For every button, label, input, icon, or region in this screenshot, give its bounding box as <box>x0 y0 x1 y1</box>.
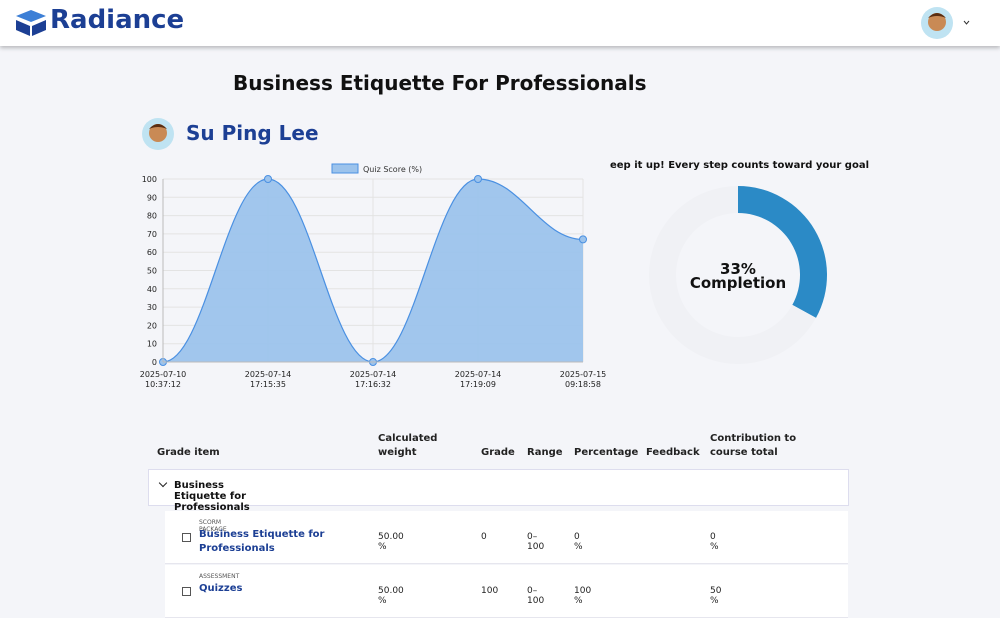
section-title: Business Etiquette for Professionals <box>174 480 250 513</box>
brand[interactable]: Radiance <box>50 5 185 35</box>
y-tick-label: 100 <box>142 175 157 184</box>
logo-icon <box>16 10 46 36</box>
column-header: Grade item <box>157 447 220 458</box>
item-type: SCORM PACKAGE <box>199 519 227 533</box>
cell: 100 <box>481 586 499 596</box>
cell: 0 <box>481 532 487 542</box>
y-tick-label: 0 <box>152 358 157 367</box>
x-tick-label: 17:15:35 <box>250 380 286 389</box>
x-tick-label: 2025-07-10 <box>140 370 187 379</box>
student-avatar <box>142 118 174 150</box>
x-tick-label: 2025-07-14 <box>455 370 502 379</box>
cell: 50 % <box>710 586 722 606</box>
legend-swatch <box>331 163 359 174</box>
x-tick-label: 2025-07-15 <box>560 370 607 379</box>
area <box>163 179 583 362</box>
line-chart: 0 10 20 30 40 50 60 70 80 90 100 2025-07-1010:37:12… <box>140 163 607 389</box>
y-tick-label: 70 <box>147 230 157 239</box>
line <box>162 178 584 363</box>
doughnut-chart: Keep it up! Every step counts toward you… <box>610 160 870 364</box>
column-header: Calculated weight <box>378 433 438 458</box>
y-tick-label: 80 <box>147 212 157 221</box>
column-header: Feedback <box>646 447 700 458</box>
column-header: Percentage <box>574 447 639 458</box>
grade-row <box>165 511 848 564</box>
y-tick-label: 40 <box>147 285 157 294</box>
point <box>474 175 482 183</box>
x-tick-label: 09:18:58 <box>565 380 601 389</box>
center-label: Completion <box>690 274 786 292</box>
x-tick-label: 17:19:09 <box>460 380 496 389</box>
x-tick-label: 10:37:12 <box>145 380 181 389</box>
y-tick-label: 30 <box>147 303 157 312</box>
y-tick-label: 50 <box>147 267 157 276</box>
column-header: Grade <box>481 447 515 458</box>
x-tick-label: 2025-07-14 <box>245 370 292 379</box>
x-tick-label: 2025-07-14 <box>350 370 397 379</box>
column-header: Range <box>527 447 563 458</box>
x-tick-label: 17:16:32 <box>355 380 391 389</box>
item-icon <box>182 587 191 596</box>
item-icon <box>182 533 191 542</box>
legend-label: Quiz Score (%) <box>363 165 422 174</box>
cell: 0 % <box>574 532 583 552</box>
cell: 50.00 % <box>378 532 404 552</box>
cell: 100 % <box>574 586 592 606</box>
section-row <box>148 469 849 506</box>
item-type: ASSESSMENT <box>199 573 240 580</box>
cell: 0–100 <box>527 532 545 552</box>
chart-title: Keep it up! Every step counts toward you… <box>610 160 870 171</box>
doughnut-segment <box>649 186 816 364</box>
course-title: Business Etiquette For Professionals <box>233 71 647 95</box>
y-tick-label: 90 <box>147 193 157 202</box>
item-name[interactable]: Business Etiquette for Professionals <box>199 529 325 554</box>
student-name: Su Ping Lee <box>186 121 319 145</box>
user-menu[interactable] <box>920 6 970 40</box>
item-name[interactable]: Quizzes <box>199 583 243 594</box>
cell: 0–100 <box>527 586 545 606</box>
doughnut-segment <box>738 186 827 318</box>
cell: 50.00 % <box>378 586 404 606</box>
top-bar: Radiance <box>0 0 1000 46</box>
point <box>264 175 272 183</box>
y-tick-label: 10 <box>147 340 157 349</box>
column-header: Contribution to course total <box>710 433 797 458</box>
y-tick-label: 20 <box>147 321 157 330</box>
center-value: 33% <box>720 260 756 278</box>
cell: 0 % <box>710 532 719 552</box>
y-tick-label: 60 <box>147 248 157 257</box>
point <box>579 235 587 244</box>
